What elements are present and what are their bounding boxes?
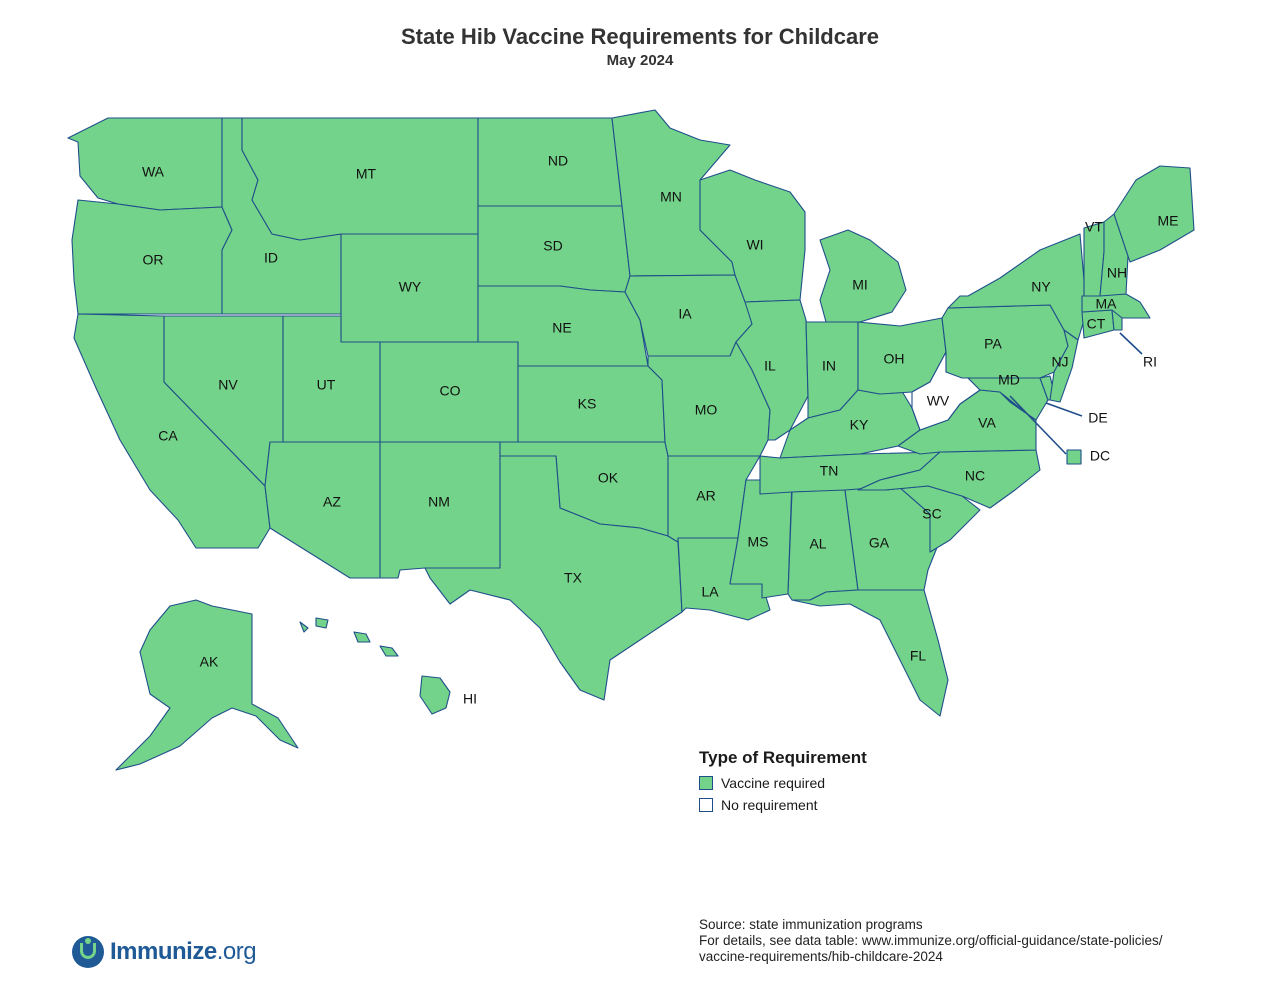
state-label-TX: TX (564, 570, 583, 586)
state-label-NE: NE (552, 320, 571, 336)
state-label-MI: MI (852, 277, 868, 293)
state-label-NM: NM (428, 494, 450, 510)
state-TX (424, 455, 683, 701)
state-label-CO: CO (440, 383, 461, 399)
state-label-UT: UT (317, 377, 336, 393)
state-NY (947, 233, 1085, 341)
state-label-AL: AL (809, 536, 826, 552)
state-label-KS: KS (578, 396, 597, 412)
state-label-AK: AK (200, 654, 219, 670)
state-IL (735, 299, 809, 441)
de-leader-line (1045, 402, 1083, 417)
legend-swatch-none (699, 798, 713, 812)
immunize-logo: Immunize.org (72, 936, 257, 968)
state-NC (857, 449, 1041, 509)
state-label-IL: IL (764, 358, 776, 374)
state-label-LA: LA (701, 584, 719, 600)
map-subtitle: May 2024 (606, 52, 674, 69)
state-label-ND: ND (548, 153, 568, 169)
legend-swatch-required (699, 776, 713, 790)
dc-leader-line (1009, 395, 1067, 455)
md-leader-line (1001, 393, 1023, 411)
state-label-OH: OH (884, 351, 905, 367)
state-NE (477, 285, 649, 367)
state-label-OR: OR (143, 252, 164, 268)
ri-leader-line (1119, 332, 1143, 355)
state-label-VA: VA (978, 415, 996, 431)
state-label-MO: MO (695, 402, 718, 418)
legend-label-required: Vaccine required (721, 775, 826, 791)
state-label-DC: DC (1090, 448, 1110, 464)
state-MA (1081, 293, 1151, 319)
legend: Type of Requirement Vaccine required No … (699, 748, 867, 816)
state-label-GA: GA (869, 535, 890, 551)
source-line-3: vaccine-requirements/hib-childcare-2024 (699, 949, 943, 964)
state-label-IN: IN (822, 358, 836, 374)
state-label-ID: ID (264, 250, 278, 266)
state-label-MD: MD (998, 372, 1020, 388)
state-label-WY: WY (399, 279, 422, 295)
state-label-ME: ME (1158, 213, 1179, 229)
state-label-RI: RI (1143, 354, 1157, 370)
state-label-NC: NC (965, 468, 985, 484)
state-label-KY: KY (850, 417, 869, 433)
state-label-SD: SD (543, 238, 562, 254)
state-MI (819, 229, 907, 323)
state-label-FL: FL (910, 648, 927, 664)
source-line-1: Source: state immunization programs (699, 917, 923, 932)
state-label-NH: NH (1107, 265, 1127, 281)
state-AZ (264, 441, 381, 579)
state-ME (1113, 165, 1195, 263)
state-MO (647, 341, 771, 457)
state-label-MA: MA (1096, 296, 1118, 312)
state-WI (699, 169, 806, 303)
state-label-VT: VT (1085, 219, 1103, 235)
state-label-MT: MT (356, 166, 377, 182)
state-NJ (1049, 329, 1079, 403)
source-line-2: For details, see data table: www.immuniz… (699, 933, 1163, 948)
state-label-AZ: AZ (323, 494, 341, 510)
state-label-CT: CT (1087, 316, 1106, 332)
state-label-SC: SC (922, 506, 941, 522)
state-label-MN: MN (660, 189, 682, 205)
state-label-MS: MS (748, 534, 769, 550)
state-label-CA: CA (158, 428, 178, 444)
state-DC-swatch (1066, 449, 1082, 465)
state-label-NV: NV (218, 377, 238, 393)
state-label-HI: HI (463, 691, 477, 707)
state-FL (791, 589, 949, 717)
legend-item-none: No requirement (699, 794, 867, 816)
legend-label-none: No requirement (721, 797, 818, 813)
state-label-TN: TN (820, 463, 839, 479)
state-label-AR: AR (696, 488, 715, 504)
logo-wordmark: Immunize.org (110, 938, 257, 965)
legend-title: Type of Requirement (699, 748, 867, 767)
state-label-WI: WI (746, 237, 763, 253)
state-PA (941, 304, 1069, 379)
state-label-WV: WV (927, 393, 950, 409)
state-label-OK: OK (598, 470, 619, 486)
state-label-DE: DE (1088, 410, 1107, 426)
state-label-WA: WA (142, 164, 165, 180)
state-label-IA: IA (678, 306, 692, 322)
immunize-logo-icon (72, 936, 104, 968)
state-AK (115, 599, 299, 771)
legend-item-required: Vaccine required (699, 772, 867, 794)
source-note: Source: state immunization programs For … (699, 917, 1162, 965)
state-label-PA: PA (984, 336, 1002, 352)
state-HI (299, 617, 451, 715)
state-NM (379, 441, 501, 579)
map-title: State Hib Vaccine Requirements for Child… (400, 24, 880, 49)
state-label-NY: NY (1031, 279, 1051, 295)
state-label-NJ: NJ (1051, 354, 1068, 370)
